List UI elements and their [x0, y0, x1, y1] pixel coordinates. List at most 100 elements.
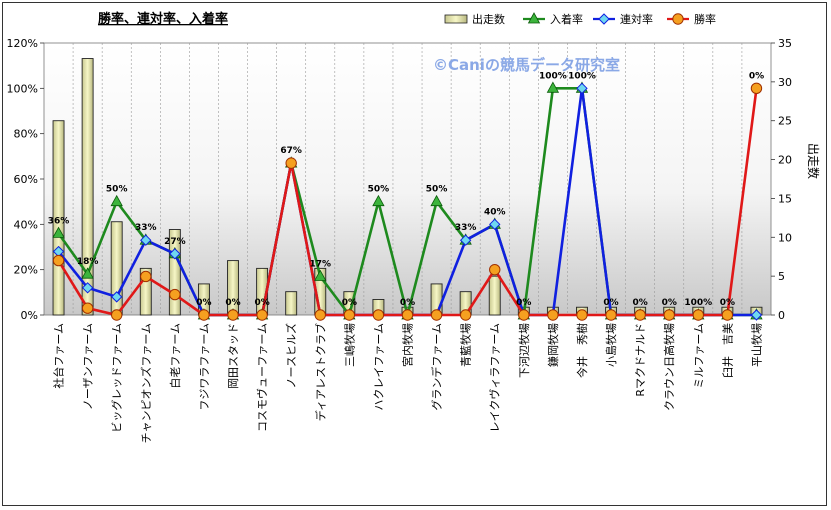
legend-label: 入着率	[550, 12, 583, 26]
y-tick-label-right: 15	[778, 192, 792, 205]
legend-label: 出走数	[472, 12, 505, 26]
marker-triangle	[81, 267, 94, 279]
marker-triangle	[52, 226, 65, 238]
marker-circle	[81, 302, 94, 314]
bar	[285, 291, 298, 316]
x-tick-label: ノースヒルズ	[284, 323, 298, 388]
marker-triangle	[110, 194, 123, 207]
data-label: 50%	[106, 185, 128, 195]
y-tick-label-left: 20%	[14, 264, 38, 277]
data-label: 100%	[539, 71, 567, 81]
data-label: 100%	[568, 71, 596, 81]
marker-circle	[489, 263, 501, 276]
marker-circle	[605, 309, 617, 321]
x-tick-label: 今井 秀樹	[575, 323, 589, 378]
chart-title: 勝率、連対率、入着率	[98, 11, 228, 27]
x-tick-label: Rマクドナルド	[634, 323, 647, 397]
line-markers	[52, 81, 763, 321]
marker-circle	[372, 309, 385, 321]
x-tick-label: 鎌岡牧場	[546, 323, 560, 367]
legend-label: 連対率	[620, 12, 653, 26]
bar	[81, 58, 94, 316]
marker-circle	[576, 309, 588, 321]
data-label: 0%	[516, 298, 531, 308]
marker-circle	[518, 309, 530, 321]
marker-circle	[459, 309, 472, 321]
marker-triangle	[430, 194, 443, 207]
y-tick-label-right: 20	[778, 154, 792, 167]
bar	[139, 267, 152, 316]
marker-diamond	[750, 309, 763, 321]
x-tick-label: ミルファーム	[692, 323, 705, 389]
data-label: 0%	[632, 298, 647, 308]
axes: 0% 20% 40% 60% 80% 100% 120% 0 5 10 15 20 25 30 35 社台ファ…	[7, 37, 792, 443]
marker-circle	[140, 270, 152, 283]
y-tick-label-right: 10	[778, 231, 792, 244]
data-label: 17%	[309, 259, 331, 269]
marker-triangle	[314, 269, 327, 281]
data-label: 50%	[426, 185, 448, 195]
marker-circle	[721, 309, 734, 321]
x-tick-label: 白老ファーム	[168, 323, 182, 389]
x-tick-label: ビッグレッドファーム	[110, 323, 124, 433]
marker-circle	[663, 309, 675, 321]
data-label: 36%	[48, 216, 70, 226]
x-tick-label: 下河辺牧場	[517, 323, 531, 378]
data-label: 0%	[196, 298, 211, 308]
bar	[52, 120, 65, 316]
bar	[488, 275, 501, 316]
data-label: 27%	[164, 237, 186, 247]
y-tick-label-left: 0%	[21, 309, 38, 322]
x-tick-label: 平山牧場	[749, 323, 763, 367]
y-tick-label-left: 100%	[7, 82, 38, 95]
marker-circle	[256, 309, 268, 321]
watermark: ©Caniの競馬データ研究室	[433, 56, 620, 74]
data-label: 50%	[368, 185, 390, 195]
data-label: 67%	[280, 146, 302, 156]
y-tick-label-right: 30	[778, 76, 792, 89]
x-tick-label: ハクレイファーム	[372, 323, 385, 411]
legend-label: 勝率	[694, 12, 716, 26]
marker-diamond	[140, 234, 152, 246]
x-tick-label: チャンピオンズファーム	[139, 323, 153, 443]
data-label: 0%	[342, 298, 357, 308]
x-tick-label: 宮内牧場	[401, 323, 415, 367]
bar	[168, 229, 181, 316]
marker-circle	[227, 309, 239, 321]
x-tick-label: グランデファーム	[430, 323, 444, 411]
y-tick-label-right: 25	[778, 115, 792, 128]
data-label: 18%	[77, 257, 99, 267]
x-tick-label: クラウン日高牧場	[662, 323, 676, 411]
x-tick-label: レイクヴィラファーム	[488, 323, 502, 432]
marker-circle	[692, 309, 704, 321]
x-tick-label: コスモヴューファーム	[255, 323, 269, 432]
x-tick-label: 三嶋牧場	[342, 323, 356, 367]
marker-circle	[169, 288, 181, 301]
y-tick-label-right: 0	[778, 309, 785, 322]
x-tick-label: 臼井 吉美	[720, 323, 734, 378]
marker-circle	[401, 309, 414, 321]
x-tick-label: ディアレストクラブ	[313, 323, 327, 421]
y-axis-right-label: 出走数	[806, 143, 821, 179]
data-label: 0%	[400, 298, 415, 308]
marker-triangle	[372, 194, 385, 207]
x-tick-label: 社台ファーム	[52, 323, 66, 389]
x-tick-label: 岡田スタッド	[227, 323, 240, 389]
data-label: 0%	[720, 298, 735, 308]
marker-circle	[343, 309, 356, 321]
marker-circle	[634, 309, 646, 321]
marker-circle	[672, 13, 684, 25]
data-label: 40%	[484, 207, 506, 217]
data-label: 0%	[225, 298, 240, 308]
marker-diamond	[489, 218, 501, 231]
marker-diamond	[169, 248, 181, 260]
marker-triangle	[546, 81, 560, 93]
data-label: 0%	[603, 298, 618, 308]
marker-circle	[750, 82, 763, 95]
marker-circle	[111, 309, 123, 321]
marker-diamond	[81, 282, 94, 294]
x-tick-label: 小島牧場	[604, 323, 618, 367]
y-tick-label-left: 80%	[14, 128, 38, 141]
marker-diamond	[576, 82, 588, 95]
